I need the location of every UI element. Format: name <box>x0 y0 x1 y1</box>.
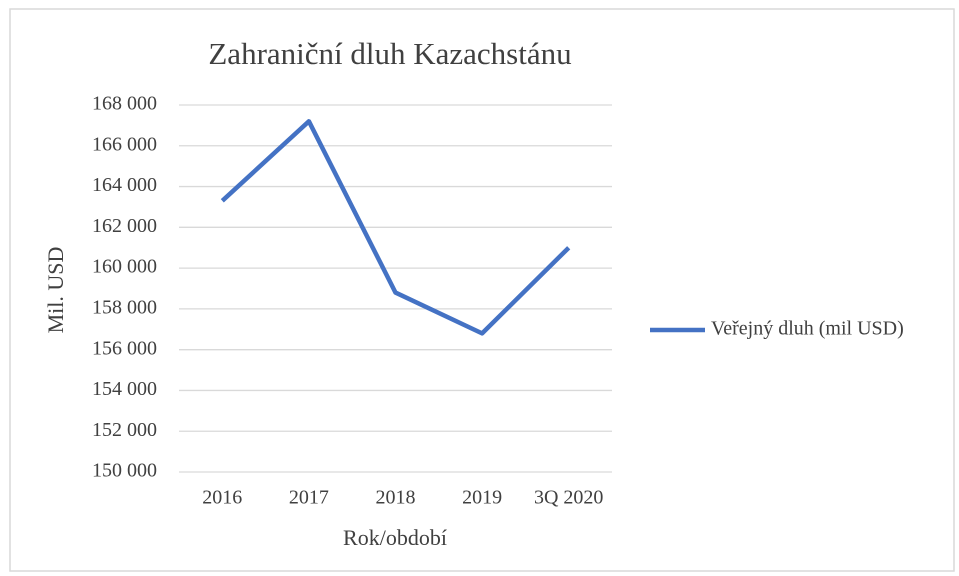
y-tick-label: 158 000 <box>92 296 157 318</box>
x-axis-label: Rok/období <box>343 525 447 550</box>
y-tick-label: 162 000 <box>92 215 157 237</box>
x-tick-label: 3Q 2020 <box>534 487 603 509</box>
x-tick-label: 2019 <box>462 487 502 509</box>
x-tick-label: 2017 <box>289 487 329 509</box>
y-axis-label: Mil. USD <box>43 247 68 334</box>
y-tick-label: 156 000 <box>92 337 157 359</box>
y-tick-label: 152 000 <box>92 419 157 441</box>
y-tick-label: 160 000 <box>92 256 157 278</box>
chart-border <box>9 8 955 572</box>
chart-title: Zahraniční dluh Kazachstánu <box>208 36 571 71</box>
y-tick-label: 150 000 <box>92 460 157 482</box>
line-series <box>220 119 571 336</box>
y-tick-label: 164 000 <box>92 174 157 196</box>
y-tick-label: 154 000 <box>92 378 157 400</box>
y-tick-label: 166 000 <box>92 133 157 155</box>
x-tick-label: 2016 <box>202 487 242 509</box>
x-tick-label: 2018 <box>376 487 416 509</box>
y-tick-label: 168 000 <box>92 93 157 115</box>
legend-label: Veřejný dluh (mil USD) <box>711 318 904 340</box>
